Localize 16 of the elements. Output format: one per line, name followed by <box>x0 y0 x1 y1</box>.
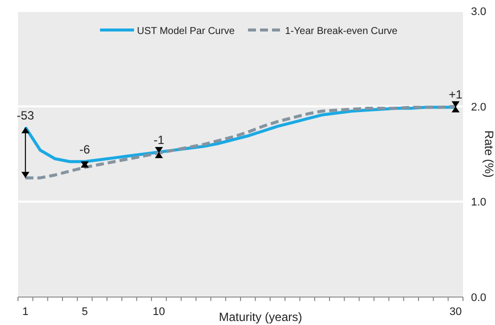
x-tick-label: 5 <box>82 306 88 318</box>
annotation: -1 <box>154 133 165 148</box>
y-tick-label: 0.0 <box>471 292 486 304</box>
legend-label: 1-Year Break-even Curve <box>285 26 398 37</box>
y-tick-label: 2.0 <box>471 101 486 114</box>
annotation: -53 <box>16 108 34 122</box>
legend-label: UST Model Par Curve <box>137 26 236 37</box>
y-tick-label: 3.0 <box>471 6 486 18</box>
y-tick-label: 1.0 <box>471 196 486 209</box>
annotation: +1 <box>448 87 463 102</box>
y-axis-title: Rate (%) <box>482 130 495 178</box>
x-tick-label: 30 <box>449 306 462 318</box>
annotation: -6 <box>79 142 90 157</box>
x-axis-title: Maturity (years) <box>218 310 302 324</box>
x-tick-label: 10 <box>152 306 166 318</box>
x-tick-label: 1 <box>22 306 28 318</box>
